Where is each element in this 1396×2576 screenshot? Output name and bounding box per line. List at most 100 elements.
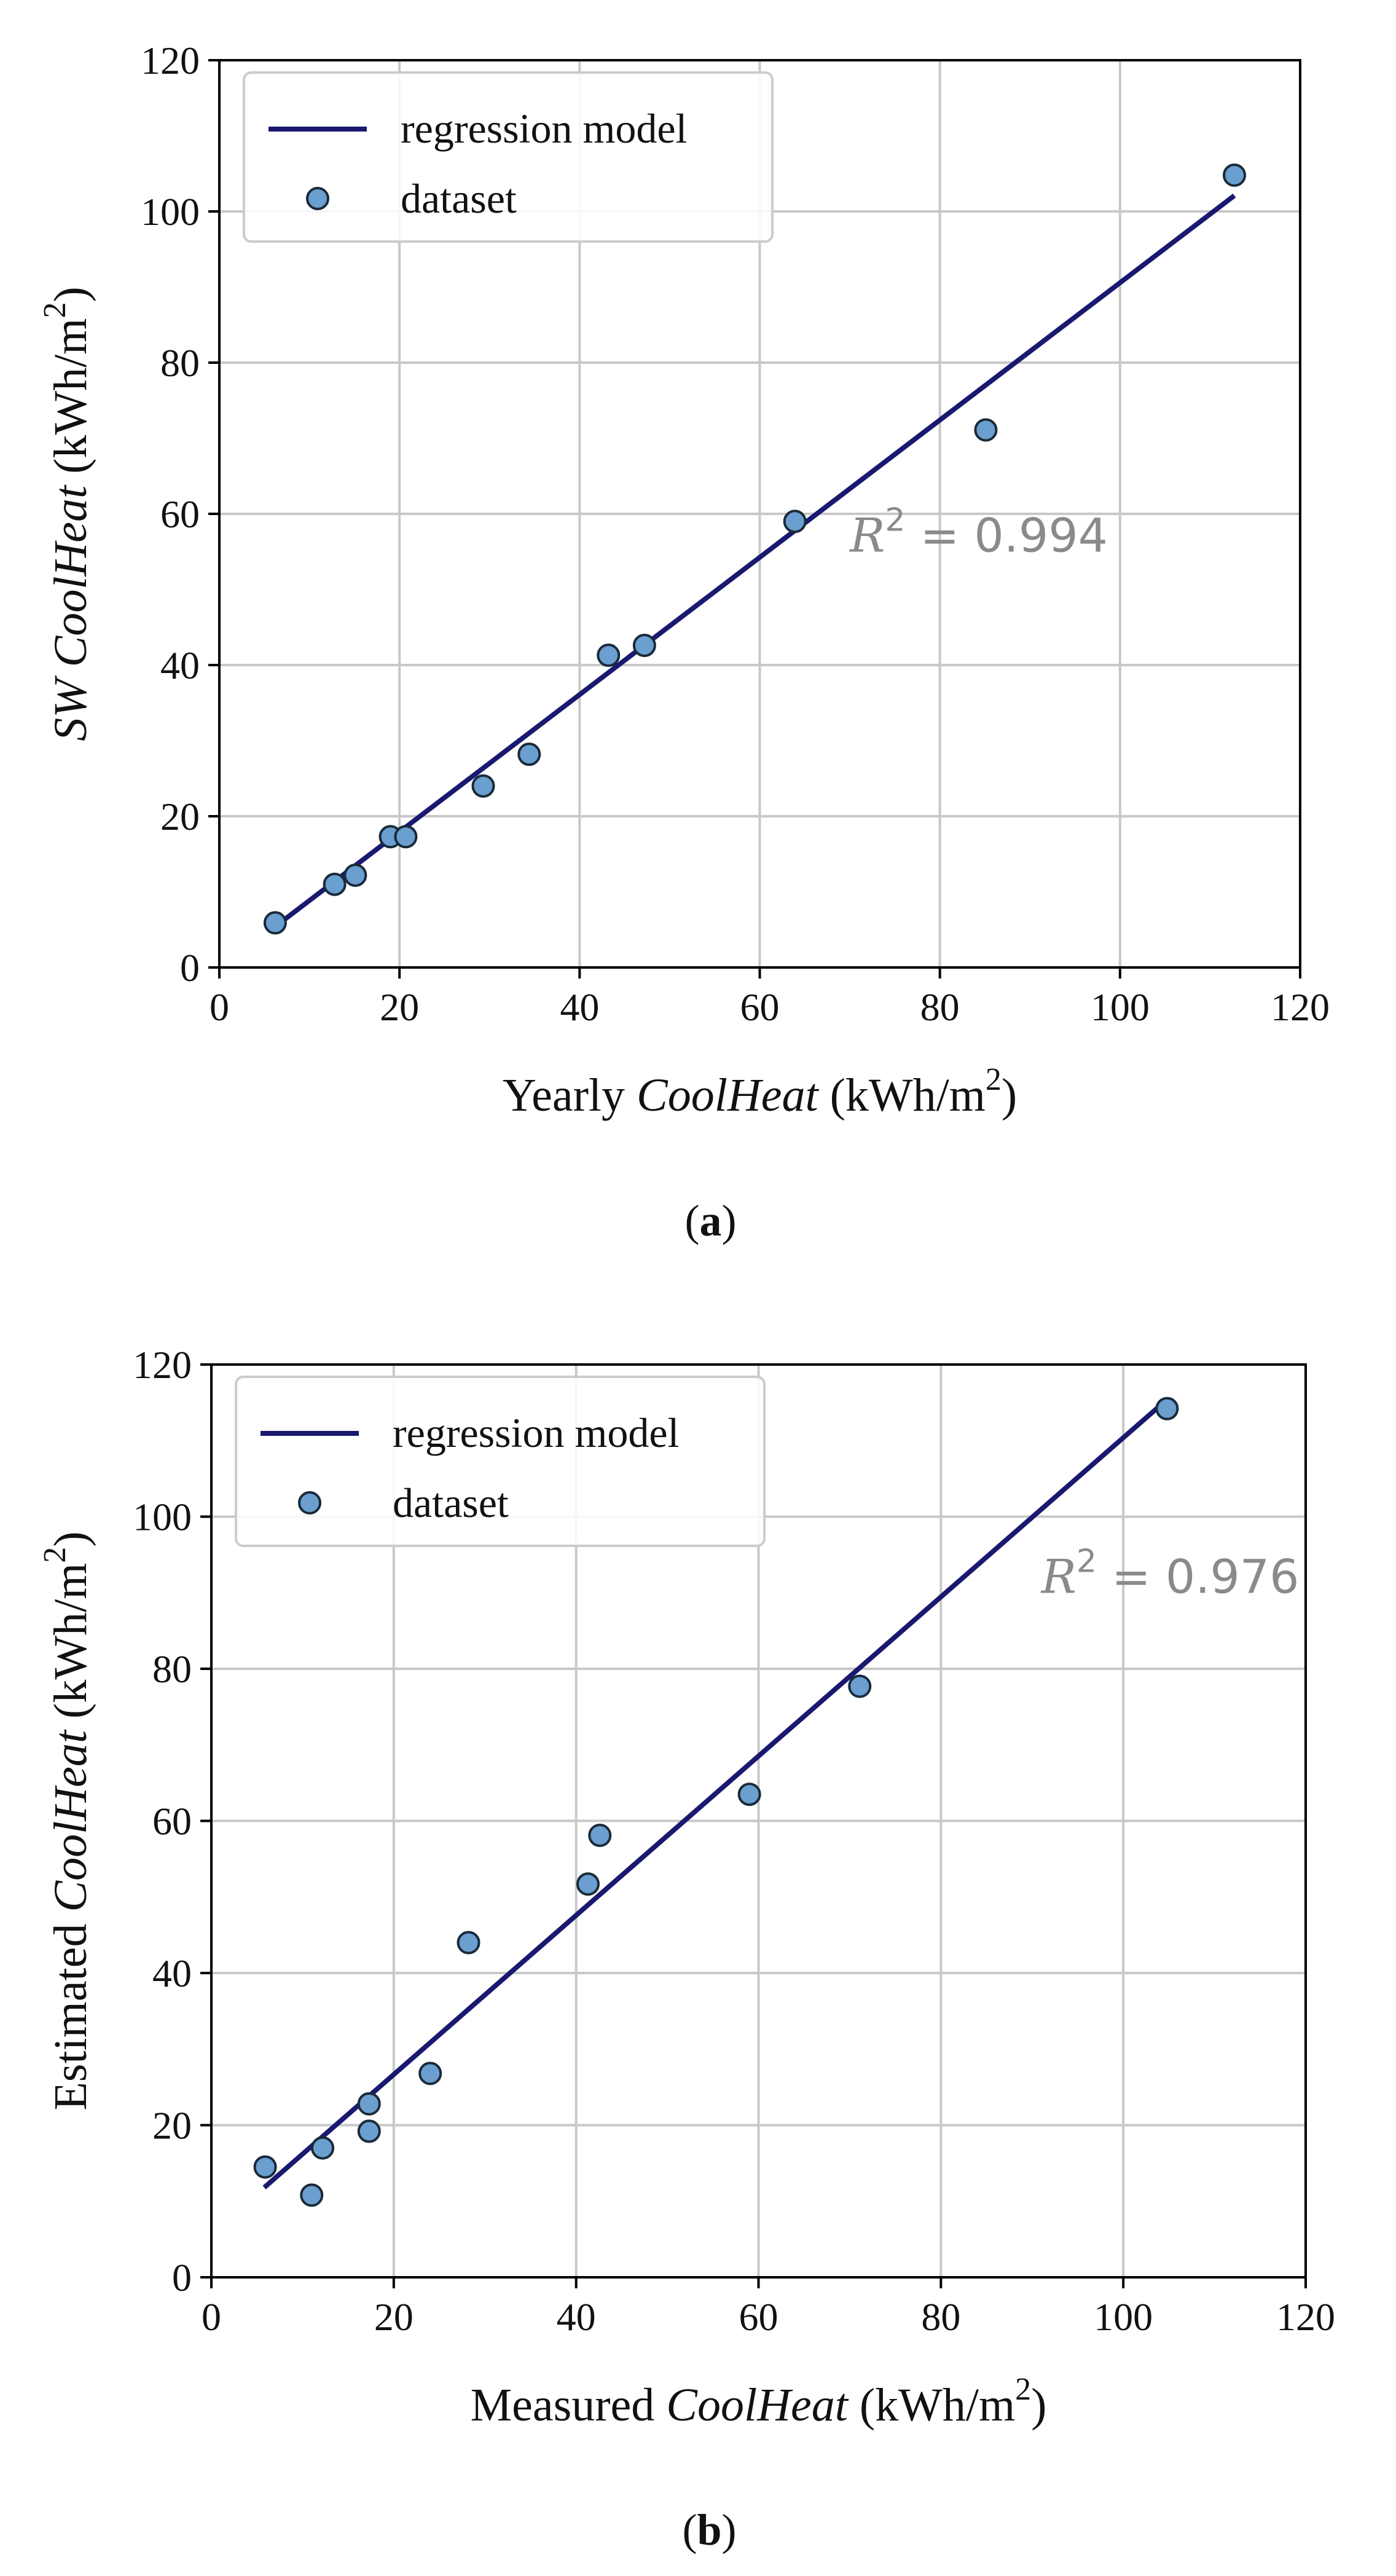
- y-axis-label: SW CoolHeat (kWh/m2): [37, 286, 96, 741]
- x-tick-label: 0: [202, 2295, 221, 2339]
- legend: regression model dataset: [243, 71, 774, 243]
- x-axis-label-close: ): [1002, 1069, 1017, 1121]
- x-tick-label: 0: [210, 985, 229, 1029]
- y-tick-label: 0: [180, 946, 200, 990]
- y-axis-label-close: ): [45, 1531, 96, 1546]
- y-axis-label: Estimated CoolHeat (kWh/m2): [37, 1531, 96, 2110]
- y-tick-label: 20: [160, 795, 200, 838]
- annotation-superscript: 2: [885, 502, 905, 539]
- y-axis-label-close: ): [45, 286, 96, 302]
- data-point: [783, 510, 807, 534]
- r-squared-annotation: R2 = 0.994: [849, 502, 1108, 563]
- legend-point-swatch: [306, 187, 329, 210]
- x-axis-label-sup: 2: [1015, 2372, 1031, 2407]
- legend-line-label: regression model: [393, 1409, 679, 1456]
- y-axis-label-unit: (kWh/m: [45, 318, 96, 486]
- annotation-value: = 0.976: [1097, 1549, 1300, 1604]
- data-point: [848, 1674, 872, 1698]
- x-tick-label: 40: [560, 985, 599, 1029]
- data-point: [263, 911, 287, 935]
- panel-label-close: ): [722, 1196, 737, 1245]
- x-axis-label-pre: Measured: [471, 2379, 667, 2431]
- x-axis-label-unit: (kWh/m: [848, 2379, 1015, 2431]
- data-point: [253, 2155, 277, 2179]
- panel-label: (a): [685, 1196, 737, 1245]
- x-axis-label-pre: Yearly: [503, 1069, 637, 1121]
- x-tick-label: 100: [1094, 2295, 1153, 2339]
- data-point: [418, 2062, 442, 2086]
- data-point: [343, 863, 367, 887]
- y-axis-label-sup: 2: [37, 302, 73, 318]
- y-tick-label: 100: [133, 1495, 192, 1539]
- x-tick-label: 60: [740, 985, 780, 1029]
- regression-line: [273, 193, 1236, 929]
- y-axis-label-italic: SW CoolHeat: [45, 484, 96, 741]
- y-tick-label: 80: [160, 341, 200, 385]
- regression-line: [262, 1397, 1169, 2189]
- data-point: [632, 634, 656, 658]
- panel-label-letter: b: [697, 2505, 721, 2554]
- y-axis-label-sup: 2: [37, 1547, 73, 1563]
- panel-label-open: (: [682, 2505, 697, 2554]
- x-axis-label-italic: CoolHeat: [637, 1069, 819, 1121]
- y-tick-label: 120: [141, 39, 200, 82]
- plot-frame: [210, 1363, 1307, 2279]
- x-tick-label: 80: [921, 2295, 960, 2339]
- legend-points-label: dataset: [393, 1479, 509, 1526]
- data-point: [300, 2183, 324, 2207]
- annotation-superscript: 2: [1076, 1543, 1097, 1580]
- panel-label: (b): [682, 2505, 736, 2554]
- x-axis-label: Yearly CoolHeat (kWh/m2): [503, 1062, 1017, 1121]
- y-tick-label: 120: [133, 1343, 192, 1387]
- data-point: [1222, 163, 1246, 187]
- y-tick-label: 100: [141, 190, 200, 234]
- x-tick-label: 60: [739, 2295, 778, 2339]
- data-point: [357, 2119, 381, 2143]
- x-tick-label: 40: [557, 2295, 596, 2339]
- data-point: [471, 774, 495, 798]
- legend-point-swatch: [298, 1491, 321, 1514]
- data-point: [1155, 1396, 1179, 1420]
- y-tick-label: 80: [152, 1647, 192, 1691]
- legend-box: [243, 71, 774, 243]
- legend: regression model dataset: [235, 1376, 766, 1547]
- data-point: [597, 644, 621, 668]
- x-axis-label-sup: 2: [986, 1062, 1002, 1097]
- x-tick-label: 120: [1271, 985, 1330, 1029]
- r-squared-annotation: R2 = 0.976: [1040, 1543, 1300, 1604]
- x-axis-label: Measured CoolHeat (kWh/m2): [471, 2372, 1047, 2431]
- plot-frame: [218, 59, 1301, 969]
- x-tick-label: 100: [1091, 985, 1150, 1029]
- x-tick-label: 120: [1276, 2295, 1335, 2339]
- data-point: [737, 1782, 761, 1806]
- panel-label-letter: a: [700, 1196, 722, 1245]
- y-tick-label: 0: [172, 2256, 192, 2299]
- y-axis-label-pre: Estimated: [45, 1912, 96, 2111]
- annotation-symbol: R: [849, 508, 885, 563]
- legend-line-label: regression model: [401, 105, 687, 152]
- legend-points-label: dataset: [401, 175, 517, 222]
- x-axis-label-unit: (kWh/m: [818, 1069, 986, 1121]
- y-tick-label: 40: [160, 644, 200, 687]
- x-tick-label: 20: [380, 985, 419, 1029]
- x-tick-label: 20: [374, 2295, 414, 2339]
- data-point: [457, 1931, 480, 1955]
- y-tick-label: 60: [152, 1800, 192, 1843]
- x-axis-label-italic: CoolHeat: [666, 2379, 849, 2431]
- x-axis-label-close: ): [1031, 2379, 1046, 2431]
- panel-label-close: ): [722, 2505, 737, 2554]
- data-point: [357, 2092, 381, 2116]
- data-point: [311, 2136, 335, 2160]
- x-tick-label: 80: [920, 985, 960, 1029]
- data-point: [588, 1824, 612, 1848]
- annotation-symbol: R: [1040, 1549, 1076, 1604]
- legend-box: [235, 1376, 766, 1547]
- data-point: [576, 1872, 600, 1896]
- y-axis-label-italic: CoolHeat: [45, 1729, 96, 1912]
- data-point: [394, 825, 418, 849]
- y-tick-label: 40: [152, 1952, 192, 1995]
